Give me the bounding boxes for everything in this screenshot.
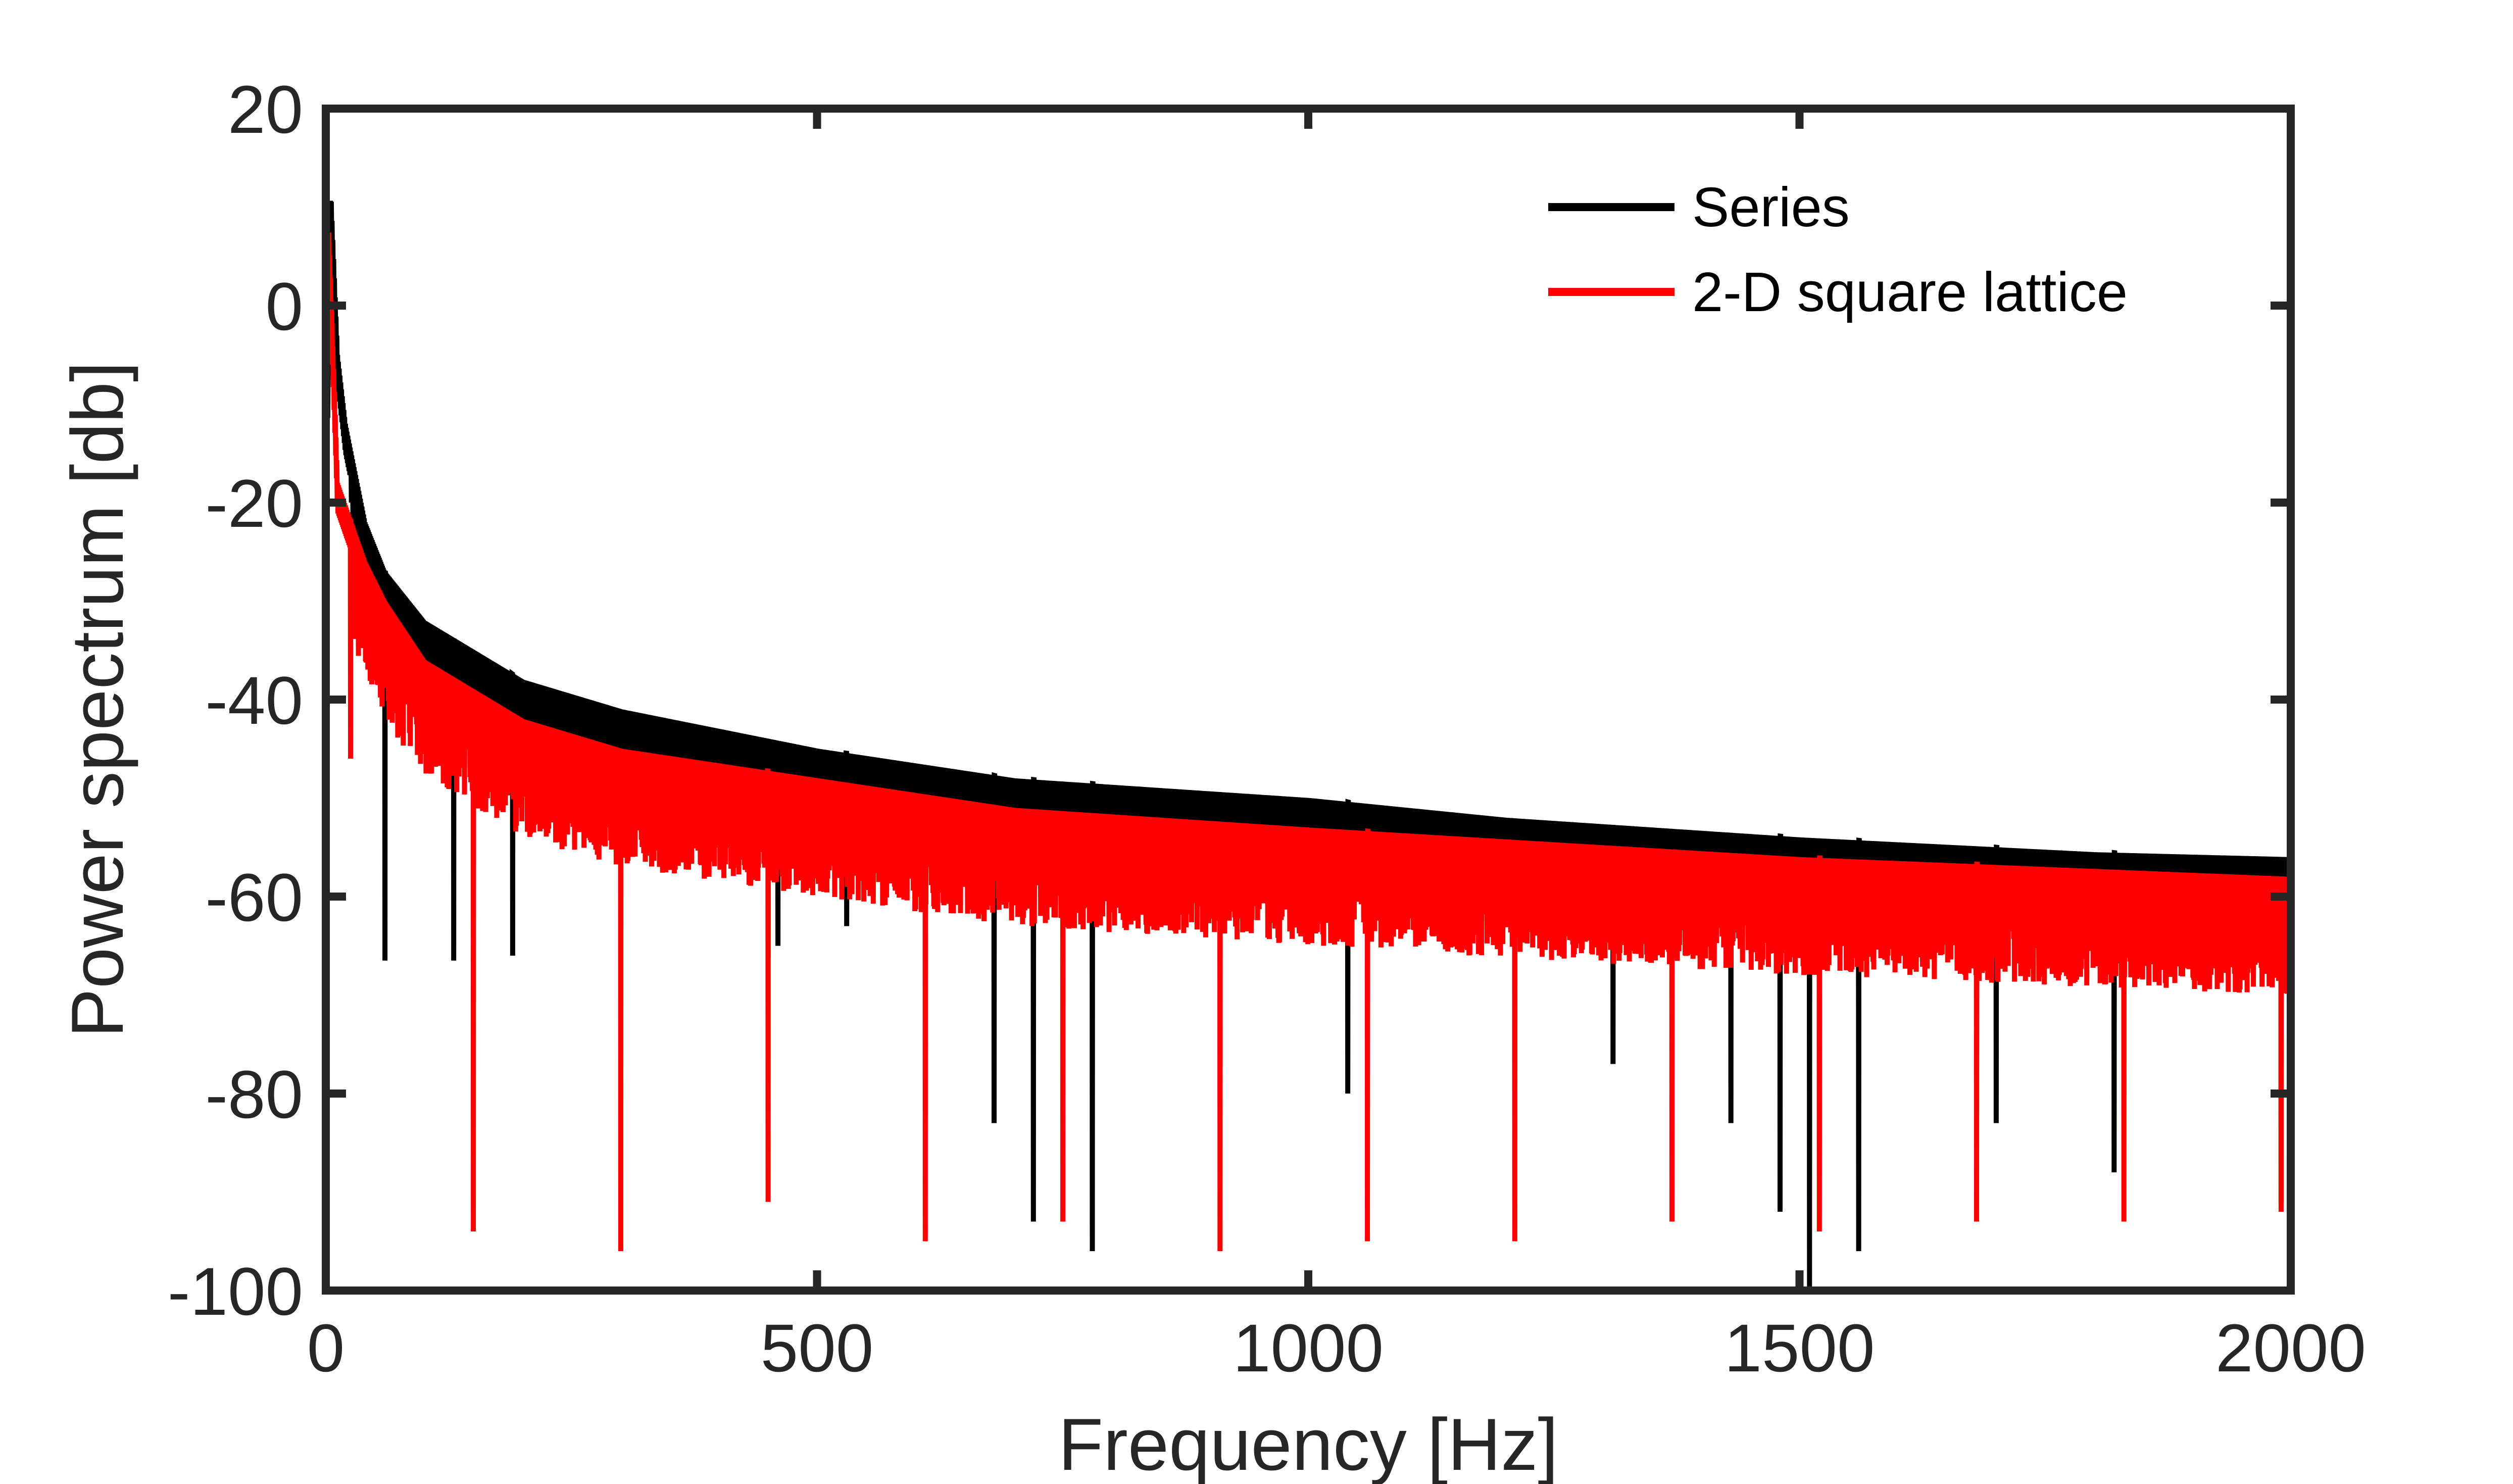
- series-line-2-d-square-lattice: [326, 232, 2291, 1252]
- x-tick-label-1000: 1000: [1233, 1311, 1384, 1386]
- y-tick-label--60: -60: [205, 860, 303, 935]
- x-axis-title: Frequency [Hz]: [1058, 1403, 1558, 1484]
- series-layer: [326, 201, 2291, 1291]
- legend: Series 2-D square lattice: [1548, 176, 2128, 323]
- tick-labels-layer: 0 500 1000 1500 2000 -100 -80 -60 -40 -20 0 20: [168, 72, 2366, 1386]
- x-tick-label-500: 500: [761, 1311, 874, 1386]
- x-tick-label-1500: 1500: [1724, 1311, 1875, 1386]
- y-tick-label--80: -80: [205, 1057, 303, 1132]
- y-tick-label--40: -40: [205, 663, 303, 738]
- y-tick-label--100: -100: [168, 1254, 303, 1329]
- legend-label-series: Series: [1692, 176, 1850, 238]
- ticks-layer: [322, 105, 2295, 1295]
- y-axis-title: Power spectrum [db]: [56, 362, 138, 1038]
- legend-label-2d-square-lattice: 2-D square lattice: [1692, 261, 2128, 323]
- x-tick-label-2000: 2000: [2215, 1311, 2366, 1386]
- x-tick-label-0: 0: [307, 1311, 345, 1386]
- y-tick-label-0: 0: [265, 269, 303, 344]
- y-tick-label--20: -20: [205, 466, 303, 541]
- y-tick-label-20: 20: [228, 72, 303, 147]
